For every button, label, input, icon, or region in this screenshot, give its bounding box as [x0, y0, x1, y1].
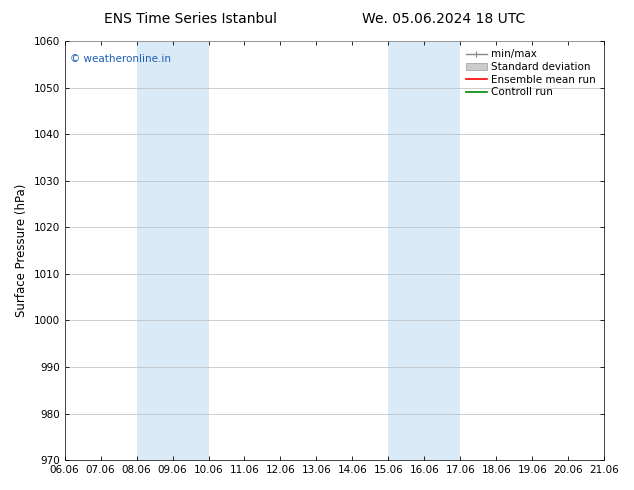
Text: ENS Time Series Istanbul: ENS Time Series Istanbul — [104, 12, 276, 26]
Bar — [389, 41, 460, 460]
Text: We. 05.06.2024 18 UTC: We. 05.06.2024 18 UTC — [362, 12, 526, 26]
Bar — [136, 41, 209, 460]
Y-axis label: Surface Pressure (hPa): Surface Pressure (hPa) — [15, 184, 28, 318]
Legend: min/max, Standard deviation, Ensemble mean run, Controll run: min/max, Standard deviation, Ensemble me… — [463, 46, 599, 100]
Text: © weatheronline.in: © weatheronline.in — [70, 53, 171, 64]
